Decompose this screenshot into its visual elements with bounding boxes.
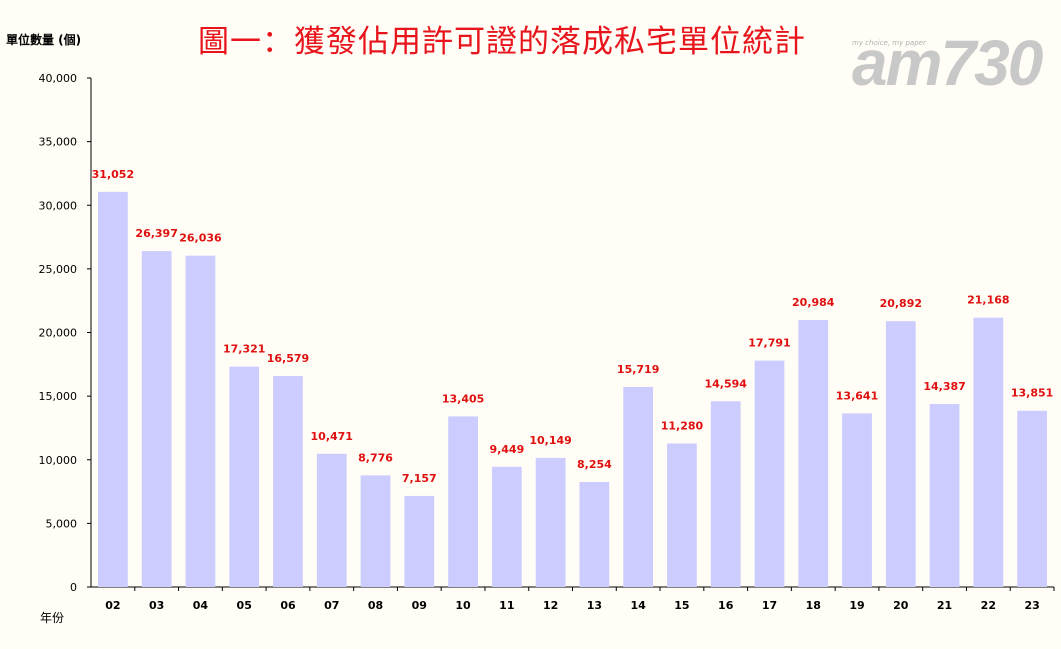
bar [623,386,654,587]
bar [798,319,829,587]
bar [404,495,435,587]
x-tick-label: 11 [499,599,514,612]
y-tick-label: 10,000 [39,454,78,467]
bar [710,401,741,587]
x-tick-label: 07 [324,599,339,612]
bar [885,321,916,587]
data-label: 26,036 [179,232,222,245]
bar [98,191,128,588]
x-tick-label: 04 [193,599,209,612]
x-tick-label: 15 [674,599,689,612]
data-label: 21,168 [967,294,1009,307]
x-tick-label: 12 [543,599,558,612]
x-axis-label: 年份 [40,611,65,625]
x-tick-label: 05 [237,599,252,612]
y-tick-label: 25,000 [39,263,78,276]
bar [229,366,260,587]
data-label: 14,594 [704,377,747,390]
bar [842,413,872,587]
bar [273,376,303,587]
data-label: 17,791 [748,337,790,350]
x-tick-label: 10 [455,599,471,612]
x-tick-label: 21 [937,599,952,612]
data-label: 17,321 [223,343,265,356]
y-tick-label: 15,000 [39,390,78,403]
data-label: 15,719 [617,363,659,376]
bar [185,255,216,587]
bar [579,481,610,587]
data-label: 10,149 [529,434,571,447]
x-tick-label: 19 [849,599,864,612]
y-tick-label: 30,000 [39,199,78,212]
y-tick-label: 5,000 [46,517,78,530]
bar [754,360,785,587]
bar [141,251,172,587]
x-tick-label: 09 [412,599,427,612]
x-tick-label: 02 [105,599,120,612]
chart-title: 圖一：獲發佔用許可證的落成私宅單位統計 [198,24,806,60]
bar [316,453,347,587]
data-label: 13,851 [1011,387,1053,400]
bar [360,475,391,587]
x-tick-label: 03 [149,599,164,612]
data-label: 13,641 [836,389,878,402]
bar [535,457,566,587]
x-tick-label: 20 [893,599,909,612]
x-tick-label: 23 [1024,599,1039,612]
x-tick-label: 18 [806,599,821,612]
data-label: 9,449 [489,443,524,456]
x-tick-label: 17 [762,599,777,612]
data-label: 20,984 [792,296,835,309]
data-label: 20,892 [880,297,922,310]
data-label: 11,280 [661,419,704,432]
x-tick-label: 06 [280,599,296,612]
bar [973,317,1004,587]
data-label: 14,387 [923,380,965,393]
bar [491,466,522,587]
data-label: 10,471 [311,430,353,443]
y-tick-label: 20,000 [39,327,78,340]
x-tick-label: 22 [981,599,996,612]
data-label: 7,157 [402,472,437,485]
data-label: 8,254 [577,458,612,471]
logo-tagline: my choice, my paper [852,39,926,47]
y-tick-label: 40,000 [39,72,78,85]
bar [448,416,478,587]
x-tick-label: 13 [587,599,602,612]
x-tick-label: 14 [631,599,647,612]
bar [667,443,697,587]
am730-logo: am730 [852,27,1043,99]
data-label: 26,397 [135,227,177,240]
x-tick-label: 16 [718,599,734,612]
data-label: 13,405 [442,392,484,405]
y-tick-label: 35,000 [39,136,78,149]
x-tick-label: 08 [368,599,383,612]
bar [1017,410,1047,587]
data-label: 16,579 [267,352,309,365]
y-axis-label: 單位數量 (個) [6,33,82,47]
y-tick-label: 0 [70,581,77,594]
data-label: 31,052 [92,168,134,181]
data-label: 8,776 [358,451,393,464]
bar [929,403,960,587]
